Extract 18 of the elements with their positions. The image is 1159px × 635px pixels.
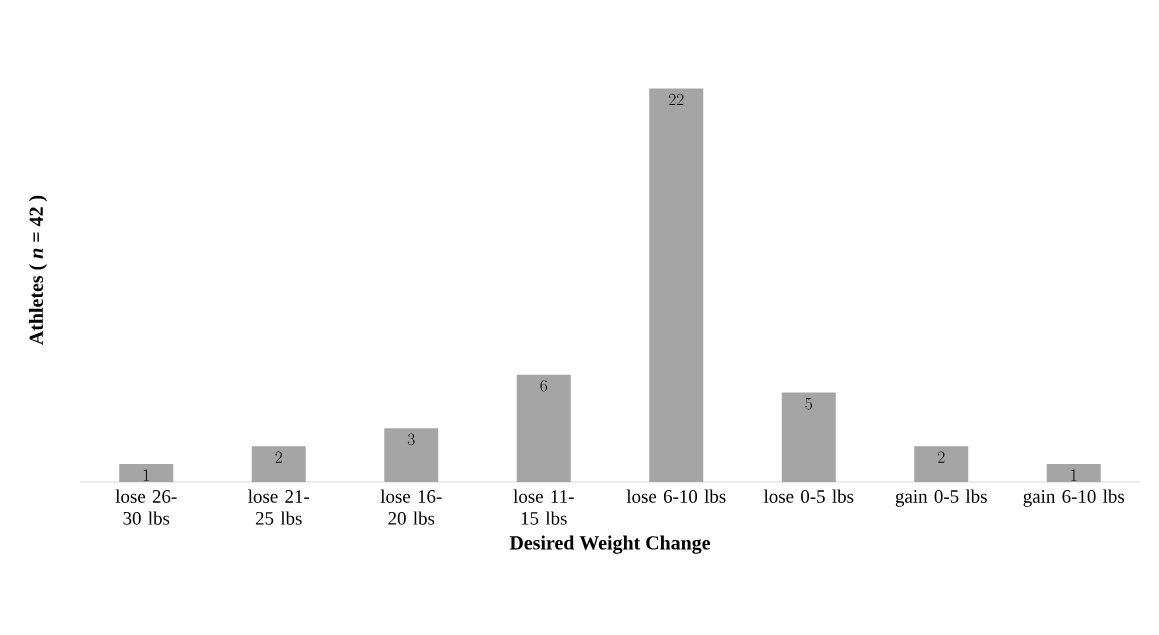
data-label: 5 — [805, 397, 812, 410]
x-tick-label: lose 16-20 lbs — [380, 489, 442, 525]
x-tick-label: lose 6-10 lbs — [626, 489, 726, 503]
y-axis-title: Athletes ( n = 42 ) — [28, 195, 48, 345]
data-label: 2 — [275, 451, 282, 463]
data-label: 2 — [938, 451, 945, 463]
data-label: 3 — [407, 433, 415, 446]
data-label: 6 — [540, 379, 548, 392]
x-axis-title: Desired Weight Change — [509, 535, 711, 554]
x-tick-label: lose 0-5 lbs — [763, 489, 854, 503]
x-tick-label: gain 0-5 lbs — [895, 489, 987, 507]
x-tick-label: lose 21-25 lbs — [248, 489, 310, 525]
data-label: 1 — [1071, 469, 1077, 481]
x-tick-label: lose 11-15 lbs — [513, 489, 574, 525]
data-label: 1 — [143, 469, 149, 481]
data-label: 22 — [669, 93, 684, 106]
x-tick-label: lose 26-30 lbs — [115, 489, 177, 525]
x-tick-label: gain 6-10 lbs — [1023, 489, 1125, 507]
